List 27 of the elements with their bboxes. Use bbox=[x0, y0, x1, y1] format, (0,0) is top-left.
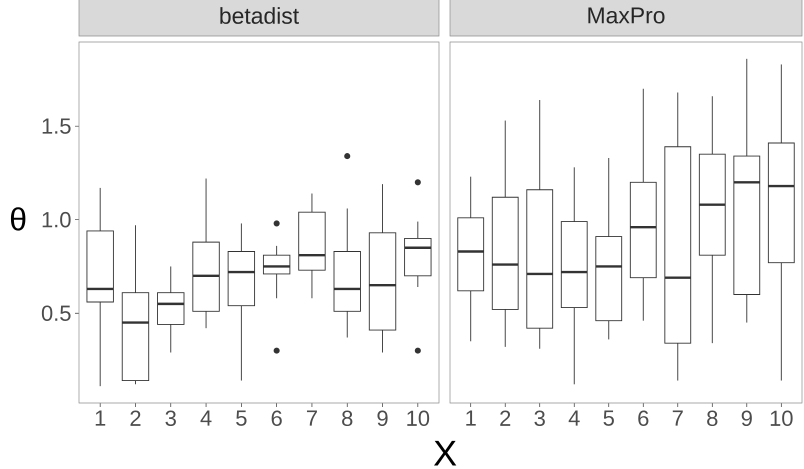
x-axis-title: X bbox=[434, 440, 456, 466]
x-tick-label: 4 bbox=[200, 410, 212, 426]
x-tick-label: 10 bbox=[770, 410, 793, 426]
x-tick-label: 2 bbox=[130, 410, 140, 426]
chart-title: MaxPro bbox=[588, 8, 665, 24]
x-tick-label: 10 bbox=[407, 410, 430, 426]
chart-title: betadist bbox=[220, 7, 299, 24]
x-tick-label: 9 bbox=[742, 410, 752, 426]
x-tick-label: 3 bbox=[534, 410, 545, 426]
x-tick-label: 7 bbox=[306, 410, 317, 426]
x-tick-label: 9 bbox=[377, 410, 388, 426]
x-tick-label: 1 bbox=[466, 410, 476, 426]
x-tick-label: 3 bbox=[166, 410, 176, 426]
y-tick-label: 1.5 bbox=[42, 118, 71, 134]
y-tick-label: 0.5 bbox=[42, 305, 71, 321]
y-axis-title: θ bbox=[10, 207, 26, 231]
y-tick-label: 1.0 bbox=[42, 212, 71, 228]
x-tick-label: 7 bbox=[672, 410, 683, 426]
x-tick-label: 8 bbox=[342, 410, 352, 426]
x-tick-label: 6 bbox=[272, 410, 282, 426]
x-tick-label: 6 bbox=[638, 410, 648, 426]
x-tick-label: 5 bbox=[604, 410, 614, 426]
x-tick-label: 4 bbox=[568, 410, 580, 426]
x-tick-label: 2 bbox=[500, 410, 510, 426]
x-tick-label: 1 bbox=[96, 410, 106, 426]
x-tick-label: 8 bbox=[707, 410, 718, 426]
x-tick-label: 5 bbox=[236, 410, 247, 426]
